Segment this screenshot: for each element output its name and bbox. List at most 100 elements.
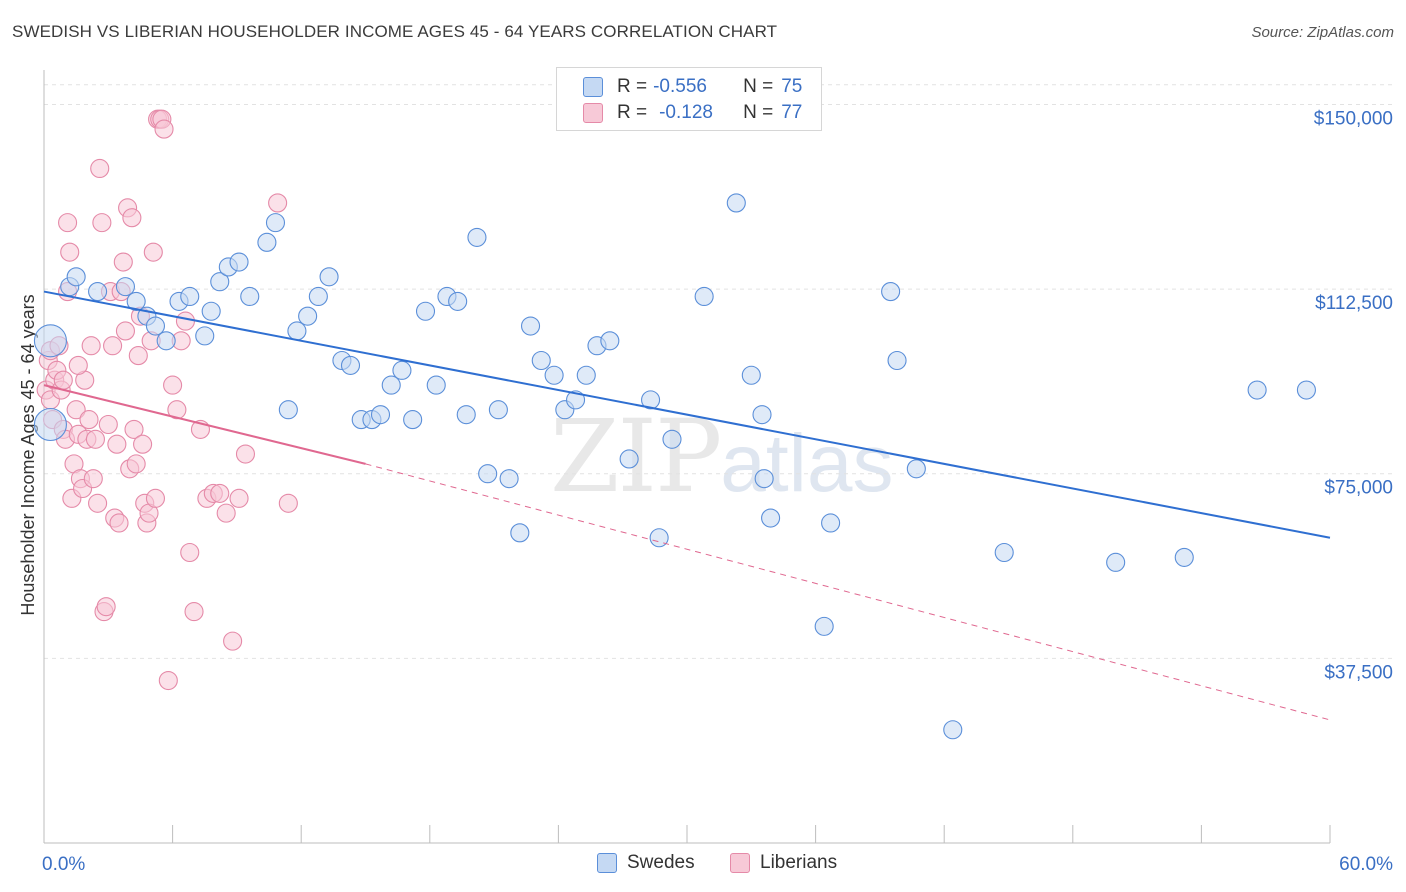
swede-point <box>619 449 639 469</box>
legend-n-label: N = <box>743 102 774 123</box>
swede-point <box>278 400 298 420</box>
liberian-point <box>113 252 133 272</box>
source-label: Source: ZipAtlas.com <box>1251 24 1394 41</box>
swede-point <box>88 282 108 302</box>
liberian-point <box>216 503 236 523</box>
swede-point <box>881 282 901 302</box>
liberian-point <box>96 597 116 617</box>
swede-point <box>265 213 286 233</box>
bottom-legend-swatch-swedes <box>597 853 617 873</box>
liberian-point <box>133 434 153 454</box>
liberian-point <box>158 670 178 691</box>
swede-point <box>403 410 423 430</box>
swede-point <box>180 286 200 307</box>
liberian-point <box>268 193 288 213</box>
bottom-legend-swedes: Swedes <box>597 852 695 874</box>
liberian-point <box>184 602 204 622</box>
liberian-point <box>122 208 142 228</box>
swede-point <box>531 350 551 371</box>
y-tick-label: $37,500 <box>1324 662 1393 683</box>
liberian-point <box>83 469 103 489</box>
swede-point <box>499 469 519 489</box>
x-tick-label-min: 0.0% <box>42 854 85 875</box>
swede-point <box>994 542 1014 563</box>
legend-r-value-liberians: -0.128 <box>659 102 713 123</box>
swede-point <box>761 508 781 528</box>
swede-point <box>229 252 249 272</box>
liberian-point <box>85 429 105 449</box>
legend-row-liberians: R = -0.128 N = 77 <box>583 102 802 124</box>
swede-point <box>641 390 661 410</box>
y-axis-title: Householder Income Ages 45 - 64 years <box>18 294 38 615</box>
swede-point <box>201 301 221 321</box>
liberian-point <box>66 400 86 420</box>
swede-point <box>510 523 530 543</box>
liberians-trend-line <box>43 384 366 465</box>
liberian-point <box>107 434 127 454</box>
swede-point <box>257 232 277 252</box>
swede-point-large <box>33 324 67 358</box>
bottom-legend-label-swedes: Swedes <box>627 852 695 873</box>
swede-point <box>906 459 926 479</box>
liberian-point <box>90 158 110 179</box>
swede-point <box>600 331 620 351</box>
swede-point <box>754 469 774 489</box>
legend-swatch-liberians <box>583 103 603 123</box>
swede-point <box>66 267 86 287</box>
legend-n-value-swedes: 75 <box>781 76 803 97</box>
liberian-point <box>175 311 196 331</box>
stats-legend: R = -0.556 N = 75 R = -0.128 N = 77 <box>556 67 822 131</box>
liberian-point <box>81 336 101 356</box>
swede-point <box>340 355 361 375</box>
liberian-point <box>126 454 146 474</box>
chart-title: SWEDISH VS LIBERIAN HOUSEHOLDER INCOME A… <box>12 22 778 41</box>
swede-point <box>392 360 412 380</box>
swede-point <box>381 375 401 395</box>
swede-point <box>726 193 746 213</box>
swede-point <box>576 365 596 385</box>
swede-point <box>415 301 436 321</box>
bottom-legend-label-liberians: Liberians <box>760 852 838 873</box>
swede-point <box>156 331 176 351</box>
liberian-point <box>79 410 99 430</box>
swede-point <box>287 321 307 341</box>
swede-point <box>426 375 446 395</box>
liberian-point <box>229 488 249 508</box>
liberian-point <box>103 336 123 356</box>
swede-point <box>887 350 907 371</box>
legend-r-value-swedes: -0.556 <box>653 76 707 97</box>
swede-point <box>298 306 318 326</box>
liberian-point <box>92 213 112 233</box>
swedes-trend-line <box>43 290 1331 539</box>
bottom-legend-liberians: Liberians <box>730 852 837 874</box>
legend-n-value-liberians: 77 <box>781 102 803 123</box>
swede-point <box>741 365 761 385</box>
swede-point <box>565 390 586 410</box>
swede-point <box>1174 547 1194 567</box>
swede-point <box>448 291 468 311</box>
bottom-legend-swatch-liberians <box>730 853 750 873</box>
liberian-point <box>60 242 80 262</box>
legend-swatch-swedes <box>583 77 603 97</box>
liberian-point <box>210 483 230 503</box>
liberian-point <box>109 513 129 533</box>
swede-point <box>456 405 476 425</box>
liberian-point <box>58 213 78 233</box>
watermark-atlas: atlas <box>720 418 894 509</box>
liberian-point <box>154 119 174 139</box>
y-tick-label: $150,000 <box>1314 108 1393 129</box>
liberian-point <box>98 414 118 435</box>
legend-n-label: N = <box>743 76 774 97</box>
swede-point <box>662 429 682 449</box>
liberian-point <box>223 631 243 651</box>
swede-point <box>115 277 135 297</box>
watermark: ZIPatlas <box>550 398 894 515</box>
liberian-point <box>180 542 200 563</box>
swede-point <box>467 227 487 247</box>
swede-point <box>1106 552 1126 572</box>
liberian-point <box>163 375 183 395</box>
swede-point <box>126 291 146 311</box>
swede-point <box>478 464 498 484</box>
x-tick-label-max: 60.0% <box>1339 854 1393 875</box>
